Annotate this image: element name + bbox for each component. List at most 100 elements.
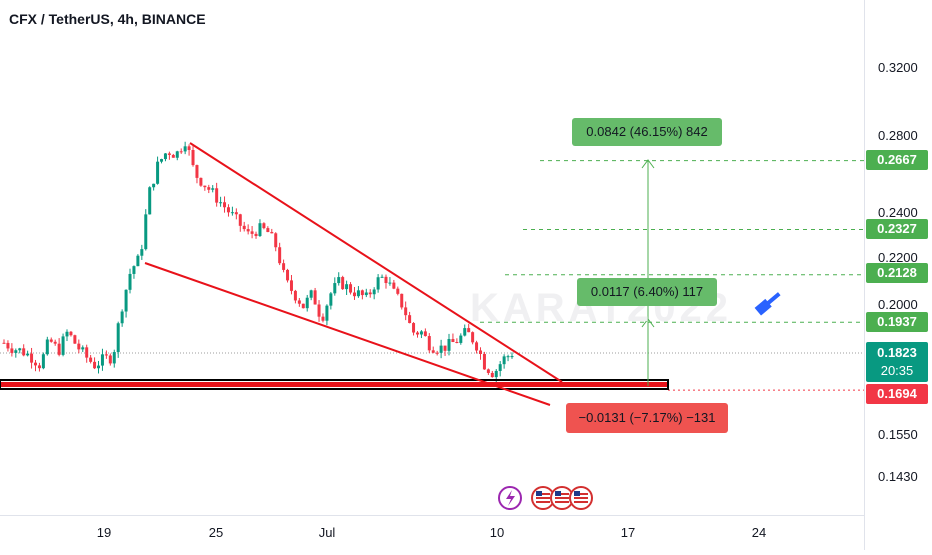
candle-body [313, 290, 317, 305]
y-tick-label: 0.2400 [878, 205, 918, 220]
candle-body [380, 276, 384, 278]
candle-body [372, 289, 376, 295]
candle-body [502, 356, 506, 365]
y-tick-label: 0.2200 [878, 250, 918, 265]
candle-body [30, 353, 34, 363]
candle-body [34, 362, 38, 366]
candle-body [360, 290, 364, 296]
candle-body [482, 354, 486, 370]
candle-body [388, 282, 392, 284]
candle-body [455, 341, 459, 343]
candle-body [183, 146, 187, 152]
candle-body [191, 149, 195, 166]
time-axis-divider [0, 515, 864, 516]
candle-body [215, 188, 219, 203]
candle-body [341, 277, 345, 290]
candle-body [144, 214, 148, 250]
candle-body [160, 159, 164, 162]
price-tag-target-4: 0.1937 [866, 312, 928, 332]
flag-stripe [536, 493, 550, 495]
candle-body [163, 153, 167, 160]
hammer-icon [754, 292, 781, 316]
candle-body [317, 304, 321, 317]
candle-body [471, 332, 475, 343]
flag-canton [536, 491, 542, 496]
flag-stripe [574, 493, 588, 495]
candle-body [53, 341, 57, 344]
candle-body [179, 151, 183, 153]
flag-stripe [536, 501, 550, 503]
y-tick-label: 0.1550 [878, 427, 918, 442]
candle-body [238, 214, 242, 226]
candle-body [337, 277, 341, 284]
candle-body [211, 188, 215, 190]
x-tick-label: 25 [208, 525, 224, 540]
candle-body [478, 350, 482, 355]
candle-body [435, 352, 439, 354]
candle-body [325, 305, 329, 321]
y-tick-label: 0.2800 [878, 128, 918, 143]
candle-body [128, 273, 132, 290]
candle-body [49, 339, 53, 342]
candle-body [254, 233, 258, 237]
candle-body [404, 307, 408, 316]
candle-body [262, 223, 266, 229]
candle-body [207, 187, 211, 190]
candle-body [246, 229, 250, 232]
candle-body [274, 233, 278, 248]
candle-body [345, 284, 349, 290]
candle-body [73, 335, 77, 344]
price-tag-stop: 0.1694 [866, 384, 928, 404]
candle-body [203, 185, 207, 188]
candle-body [384, 276, 388, 284]
wedge-upper-trendline [189, 142, 563, 383]
candle-body [423, 331, 427, 337]
candle-body [486, 369, 490, 373]
candle-body [309, 290, 313, 298]
x-tick-label: 10 [489, 525, 505, 540]
candle-body [81, 347, 85, 350]
candle-body [297, 300, 301, 304]
candle-body [333, 283, 337, 294]
flag-stripe [555, 497, 569, 499]
candle-body [152, 183, 156, 188]
candle-body [443, 345, 447, 351]
candle-body [412, 323, 416, 333]
candle-body [230, 212, 234, 214]
last-price-tag: 0.1823 20:35 [866, 342, 928, 382]
candle-body [439, 345, 443, 353]
support-zone-fill [1, 382, 667, 387]
lightning-bolt-icon [506, 490, 515, 506]
target-low-label[interactable]: 0.0117 (6.40%) 117 [577, 278, 717, 306]
candle-body [2, 342, 6, 344]
candle-body [116, 323, 120, 353]
flag-canton [555, 491, 561, 496]
price-tag-target-3: 0.2128 [866, 263, 928, 283]
candle-body [195, 165, 199, 178]
y-tick-label: 0.2000 [878, 297, 918, 312]
candle-body [463, 328, 467, 336]
candle-body [45, 339, 49, 355]
candle-body [148, 187, 152, 215]
candle-body [400, 293, 404, 308]
candle-body [321, 316, 325, 321]
candle-body [136, 255, 140, 267]
candle-body [368, 292, 372, 295]
candle-body [219, 202, 223, 204]
bar-countdown: 20:35 [880, 363, 914, 378]
candle-body [510, 356, 514, 358]
candle-body [419, 331, 423, 335]
candle-body [258, 223, 262, 237]
candle-body [175, 151, 179, 158]
y-tick-label: 0.1430 [878, 469, 918, 484]
candle-body [26, 353, 30, 356]
candle-body [167, 153, 171, 155]
candle-body [490, 372, 494, 378]
candle-body [234, 212, 238, 215]
candle-body [156, 161, 160, 184]
candle-body [242, 225, 246, 230]
target-high-label[interactable]: 0.0842 (46.15%) 842 [572, 118, 722, 146]
stop-loss-label[interactable]: −0.0131 (−7.17%) −131 [566, 403, 728, 433]
